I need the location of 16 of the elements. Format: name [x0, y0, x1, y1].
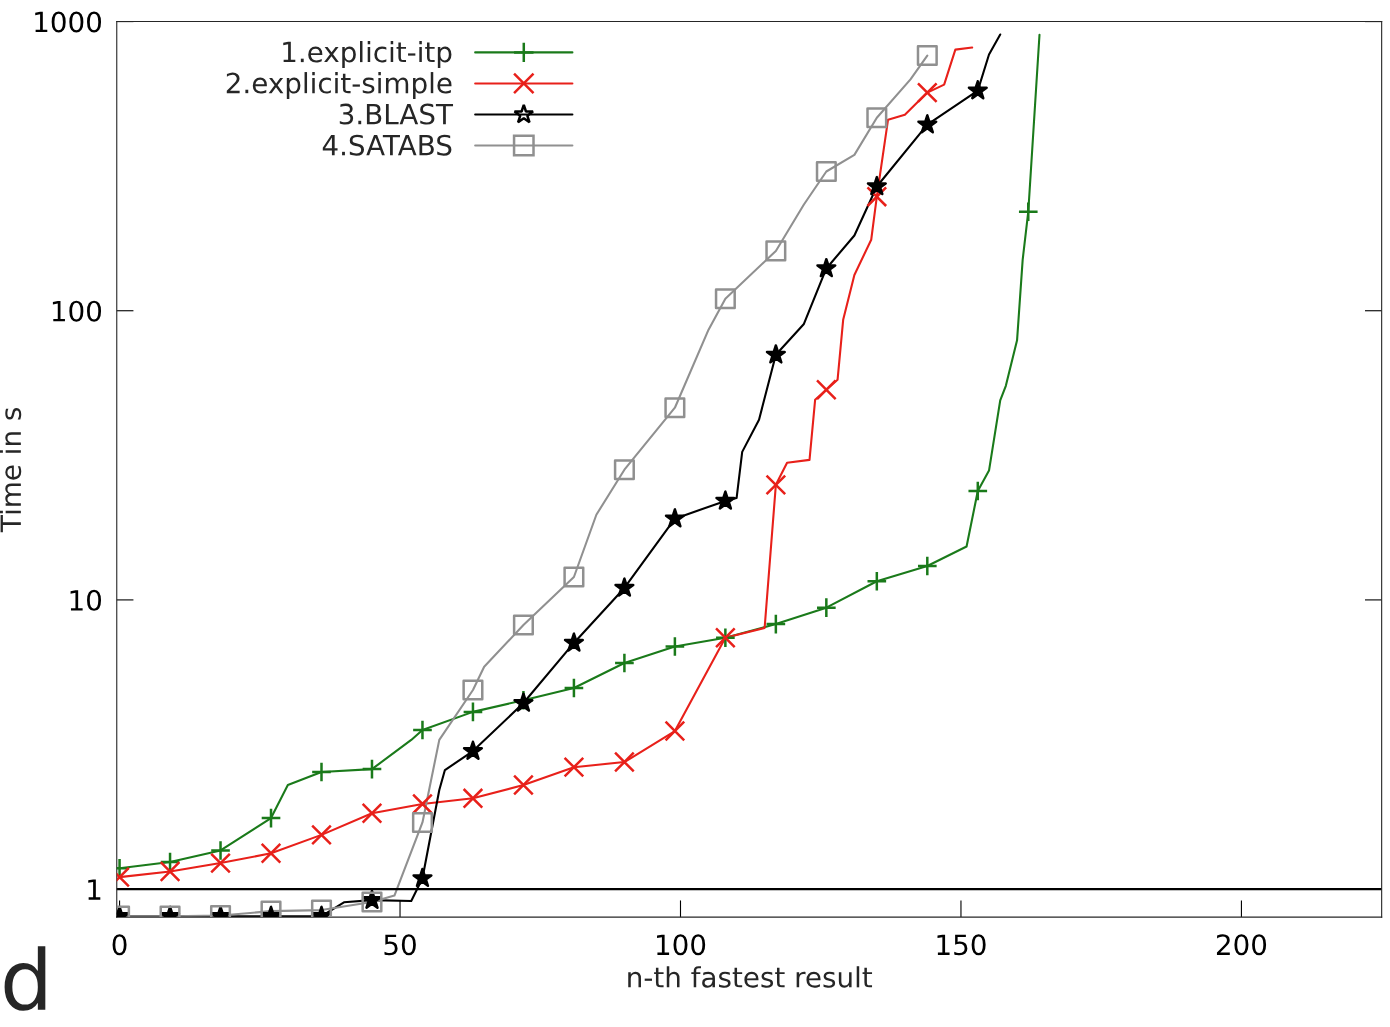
x-tick-label: 50: [384, 934, 416, 956]
legend-label: 4.SATABS: [322, 134, 452, 156]
y-tick-label: 10: [70, 589, 102, 611]
y-tick-label: 1000: [35, 11, 102, 33]
legend-label: 1.explicit-itp: [283, 41, 452, 68]
y-axis-title: Time in s: [0, 407, 22, 533]
x-tick-label: 0: [112, 934, 127, 956]
text: d: [4, 946, 46, 1011]
x-axis-title: n-th fastest result: [628, 966, 873, 988]
y-tick-label: 1: [88, 879, 101, 900]
legend-label: 2.explicit-simple: [226, 72, 452, 99]
legend-label: 3.BLAST: [339, 103, 454, 125]
x-tick-label: 100: [657, 934, 706, 956]
x-tick-label: 200: [1216, 934, 1267, 956]
y-tick-label: 100: [52, 300, 102, 322]
x-tick-label: 150: [937, 934, 986, 956]
